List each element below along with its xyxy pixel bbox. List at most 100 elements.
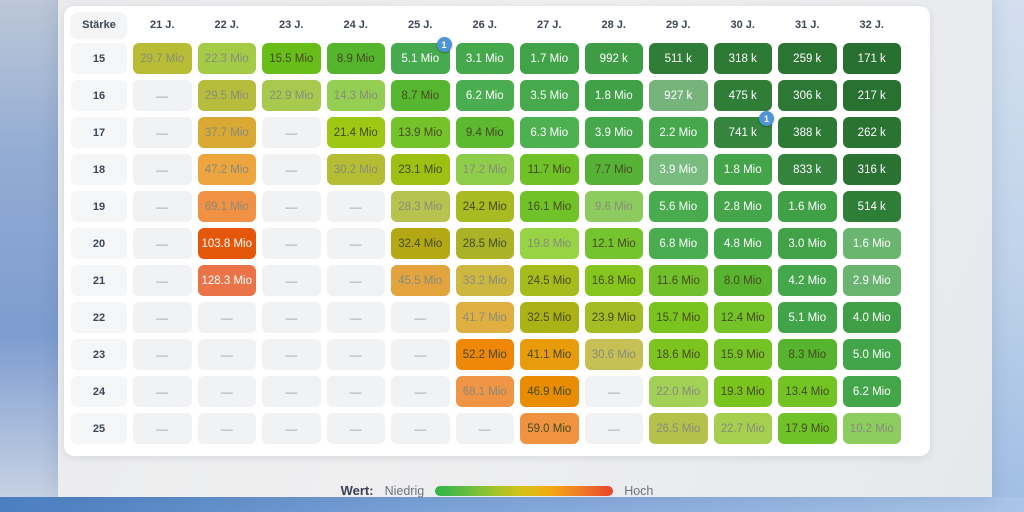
heatmap-cell[interactable]: 22.7 Mio [713, 413, 772, 444]
heatmap-cell[interactable]: 1.6 Mio [778, 191, 837, 222]
heatmap-cell[interactable]: 388 k [778, 117, 837, 148]
heatmap-cell[interactable]: 318 k [713, 43, 772, 74]
heatmap-cell[interactable]: 475 k [713, 80, 772, 111]
heatmap-cell[interactable]: 12.1 Mio [584, 228, 643, 259]
heatmap-cell[interactable]: 29.7 Mio [133, 43, 192, 74]
heatmap-cell[interactable]: 171 k [842, 43, 901, 74]
heatmap-cell[interactable]: 2.8 Mio [713, 191, 772, 222]
heatmap-cell[interactable]: 9.4 Mio [455, 117, 514, 148]
heatmap-cell[interactable]: 24.5 Mio [520, 265, 579, 296]
heatmap-cell[interactable]: 3.1 Mio [455, 43, 514, 74]
heatmap-cell[interactable]: 3.0 Mio [778, 228, 837, 259]
heatmap-cell[interactable]: 1.7 Mio [520, 43, 579, 74]
heatmap-cell[interactable]: 15.5 Mio [262, 43, 321, 74]
heatmap-cell[interactable]: 14.3 Mio [326, 80, 385, 111]
heatmap-cell[interactable]: 2.9 Mio [842, 265, 901, 296]
heatmap-cell[interactable]: 8.7 Mio [391, 80, 450, 111]
heatmap-cell[interactable]: 19.8 Mio [520, 228, 579, 259]
heatmap-cell[interactable]: 23.1 Mio [391, 154, 450, 185]
heatmap-cell[interactable]: 30.6 Mio [584, 339, 643, 370]
heatmap-cell[interactable]: 45.5 Mio [391, 265, 450, 296]
heatmap-cell[interactable]: 32.4 Mio [391, 228, 450, 259]
heatmap-cell[interactable]: 7.7 Mio [584, 154, 643, 185]
heatmap-cell[interactable]: 511 k [649, 43, 708, 74]
heatmap-cell[interactable]: 992 k [584, 43, 643, 74]
heatmap-cell[interactable]: 6.2 Mio [455, 80, 514, 111]
heatmap-cell[interactable]: 3.9 Mio [649, 154, 708, 185]
heatmap-cell[interactable]: 28.5 Mio [455, 228, 514, 259]
heatmap-cell[interactable]: 41.1 Mio [520, 339, 579, 370]
heatmap-cell[interactable]: 3.5 Mio [520, 80, 579, 111]
heatmap-cell[interactable]: 103.8 Mio [197, 228, 256, 259]
heatmap-cell[interactable]: 13.9 Mio [391, 117, 450, 148]
heatmap-cell[interactable]: 8.9 Mio [326, 43, 385, 74]
heatmap-cell[interactable]: 33.2 Mio [455, 265, 514, 296]
heatmap-cell[interactable]: 37.7 Mio [197, 117, 256, 148]
heatmap-cell[interactable]: 16.8 Mio [584, 265, 643, 296]
heatmap-cell[interactable]: 5.1 Mio [778, 302, 837, 333]
heatmap-cell[interactable]: 259 k [778, 43, 837, 74]
heatmap-cell[interactable]: 16.1 Mio [520, 191, 579, 222]
heatmap-cell[interactable]: 30.2 Mio [326, 154, 385, 185]
heatmap-cell[interactable]: 59.0 Mio [520, 413, 579, 444]
heatmap-cell[interactable]: 17.2 Mio [455, 154, 514, 185]
heatmap-cell[interactable]: 24.2 Mio [455, 191, 514, 222]
heatmap-cell[interactable]: 6.2 Mio [842, 376, 901, 407]
heatmap-cell-empty: — [197, 302, 256, 333]
heatmap-cell[interactable]: 69.1 Mio [197, 191, 256, 222]
heatmap-cell[interactable]: 8.3 Mio [778, 339, 837, 370]
heatmap-cell[interactable]: 11.6 Mio [649, 265, 708, 296]
heatmap-cell[interactable]: 2.2 Mio [649, 117, 708, 148]
heatmap-cell[interactable]: 13.4 Mio [778, 376, 837, 407]
heatmap-cell[interactable]: 514 k [842, 191, 901, 222]
heatmap-cell[interactable]: 47.2 Mio [197, 154, 256, 185]
info-badge: 1 [436, 37, 452, 52]
heatmap-cell[interactable]: 5.6 Mio [649, 191, 708, 222]
heatmap-cell[interactable]: 306 k [778, 80, 837, 111]
heatmap-cell[interactable]: 17.9 Mio [778, 413, 837, 444]
heatmap-cell[interactable]: 29.5 Mio [197, 80, 256, 111]
heatmap-cell[interactable]: 46.9 Mio [520, 376, 579, 407]
heatmap-cell[interactable]: 4.0 Mio [842, 302, 901, 333]
heatmap-cell[interactable]: 316 k [842, 154, 901, 185]
heatmap-cell[interactable]: 15.7 Mio [649, 302, 708, 333]
row-label-strength: 16 [71, 80, 127, 111]
heatmap-cell[interactable]: 833 k [778, 154, 837, 185]
heatmap-cell[interactable]: 6.8 Mio [649, 228, 708, 259]
heatmap-cell[interactable]: 10.2 Mio [842, 413, 901, 444]
heatmap-cell[interactable]: 23.9 Mio [584, 302, 643, 333]
heatmap-cell[interactable]: 68.1 Mio [455, 376, 514, 407]
heatmap-cell[interactable]: 8.0 Mio [713, 265, 772, 296]
heatmap-cell[interactable]: 12.4 Mio [713, 302, 772, 333]
heatmap-cell[interactable]: 28.3 Mio [391, 191, 450, 222]
heatmap-cell[interactable]: 217 k [842, 80, 901, 111]
heatmap-cell[interactable]: 4.8 Mio [713, 228, 772, 259]
heatmap-cell[interactable]: 26.5 Mio [649, 413, 708, 444]
heatmap-cell[interactable]: 41.7 Mio [455, 302, 514, 333]
heatmap-cell[interactable]: 5.0 Mio [842, 339, 901, 370]
heatmap-cell[interactable]: 32.5 Mio [520, 302, 579, 333]
heatmap-cell[interactable]: 927 k [649, 80, 708, 111]
heatmap-cell[interactable]: 1.6 Mio [842, 228, 901, 259]
heatmap-cell[interactable]: 15.9 Mio [713, 339, 772, 370]
heatmap-cell[interactable]: 22.0 Mio [649, 376, 708, 407]
heatmap-cell[interactable]: 6.3 Mio [520, 117, 579, 148]
heatmap-cell[interactable]: 22.9 Mio [262, 80, 321, 111]
heatmap-cell[interactable]: 1.8 Mio [713, 154, 772, 185]
heatmap-cell[interactable]: 128.3 Mio [197, 265, 256, 296]
heatmap-cell[interactable]: 9.6 Mio [584, 191, 643, 222]
heatmap-cell[interactable]: 3.9 Mio [584, 117, 643, 148]
heatmap-cell[interactable]: 52.2 Mio [455, 339, 514, 370]
heatmap-cell[interactable]: 1.8 Mio [584, 80, 643, 111]
heatmap-cell[interactable]: 11.7 Mio [520, 154, 579, 185]
heatmap-cell-empty: — [326, 191, 385, 222]
heatmap-cell[interactable]: 19.3 Mio [713, 376, 772, 407]
heatmap-cell[interactable]: 22.3 Mio [197, 43, 256, 74]
heatmap-cell-empty: — [584, 376, 643, 407]
heatmap-cell[interactable]: 4.2 Mio [778, 265, 837, 296]
heatmap-cell[interactable]: 21.4 Mio [326, 117, 385, 148]
heatmap-cell[interactable]: 262 k [842, 117, 901, 148]
heatmap-cell[interactable]: 5.1 Mio 1 [391, 37, 452, 74]
heatmap-cell[interactable]: 18.6 Mio [649, 339, 708, 370]
